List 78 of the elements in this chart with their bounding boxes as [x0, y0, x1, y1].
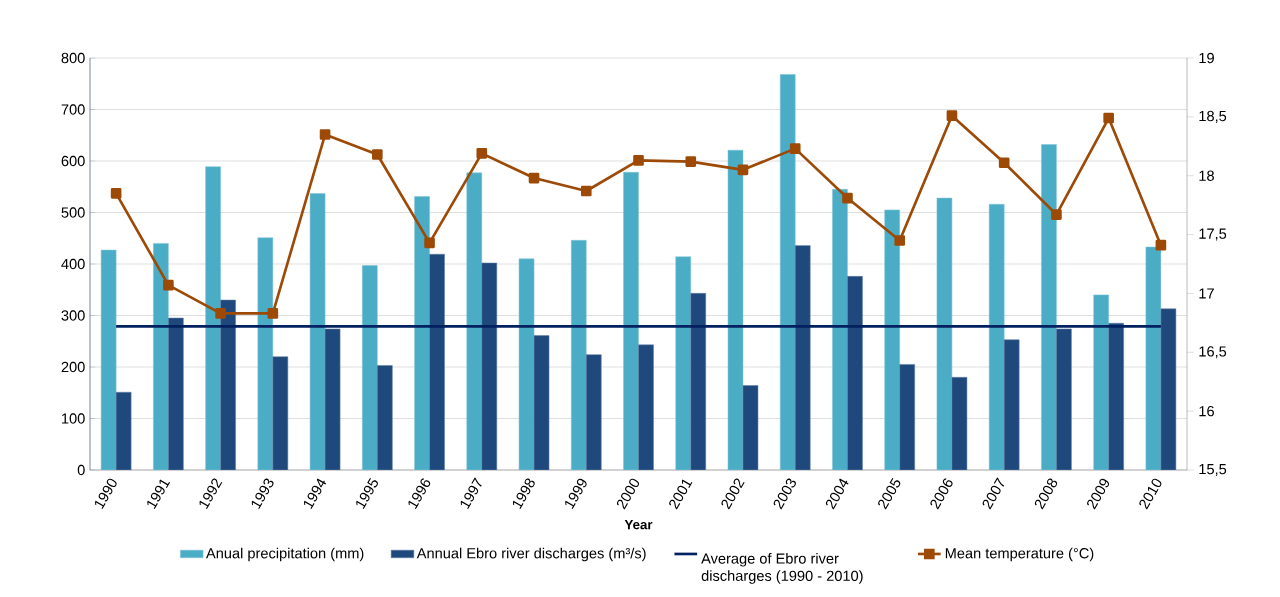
y2-tick-label: 15,5 [1199, 464, 1227, 476]
bar [884, 209, 900, 470]
bar [1108, 322, 1124, 470]
point [580, 185, 592, 197]
point [319, 129, 331, 140]
point [842, 192, 853, 204]
y2-tick-label: 16 [1199, 405, 1214, 417]
point [737, 164, 749, 176]
bar [988, 203, 1005, 470]
y-tick-label: 400 [61, 258, 85, 270]
bar [727, 149, 744, 470]
y2-tick-label: 17,5 [1199, 228, 1227, 241]
bar [675, 256, 692, 470]
bar [377, 365, 393, 470]
y-tick-label: 100 [62, 413, 85, 424]
y2-tick-label: 16,5 [1199, 346, 1227, 359]
bar [832, 189, 848, 470]
bar [168, 317, 184, 470]
y-tick-label: 500 [61, 207, 85, 218]
legend-label: Annual Ebro river discharges (m³/s) [416, 547, 646, 562]
point [998, 157, 1010, 169]
y-tick-label: 800 [61, 52, 85, 64]
legend-label: Average of Ebro river discharges (1990 - 2010) [701, 552, 863, 584]
y-tick-label: 300 [61, 310, 85, 321]
bar [779, 74, 796, 470]
point [528, 172, 540, 184]
bar [205, 166, 221, 470]
point [163, 279, 174, 291]
legend-label: Anual precipitation (mm) [205, 547, 364, 562]
point [894, 235, 906, 246]
bar [1093, 294, 1109, 470]
bar [1003, 339, 1020, 470]
point [110, 188, 122, 199]
bar [518, 258, 535, 470]
point [946, 110, 958, 121]
bar [847, 276, 863, 470]
bar [362, 265, 378, 470]
point [1051, 209, 1062, 220]
bar [623, 172, 639, 470]
y2-tick-label: 19 [1199, 52, 1214, 64]
bar [429, 253, 445, 470]
y2-tick-label: 17 [1199, 288, 1214, 299]
bar [309, 193, 326, 470]
point [1155, 239, 1167, 251]
bar [414, 196, 430, 470]
bar [586, 354, 602, 470]
legend-label: Mean temperature (°C) [945, 547, 1094, 562]
point [685, 156, 697, 167]
bar [481, 262, 498, 470]
bar [257, 237, 274, 470]
bar [1145, 246, 1162, 470]
y-tick-label: 200 [61, 361, 85, 373]
x-axis-title: Year [624, 520, 653, 530]
bar [794, 245, 811, 470]
y2-tick-label: 18,5 [1199, 110, 1227, 123]
bar [1041, 144, 1057, 470]
bar [899, 364, 915, 470]
bar [272, 356, 289, 470]
y2-tick-label: 18 [1199, 170, 1214, 181]
y-tick-label: 600 [61, 155, 85, 167]
point [267, 308, 279, 319]
point [1103, 112, 1114, 124]
point [789, 143, 801, 154]
bar [690, 293, 707, 470]
point [424, 237, 435, 249]
point [372, 149, 383, 160]
point [476, 148, 488, 159]
bar [571, 240, 587, 470]
point [215, 308, 226, 319]
y-tick-label: 700 [61, 104, 85, 115]
bar [638, 344, 654, 470]
bar [466, 172, 483, 470]
y-tick-label: 0 [77, 464, 85, 476]
bar [936, 197, 953, 470]
bar [100, 249, 117, 470]
bar [153, 243, 169, 470]
bar [1056, 328, 1072, 470]
point [633, 155, 644, 166]
